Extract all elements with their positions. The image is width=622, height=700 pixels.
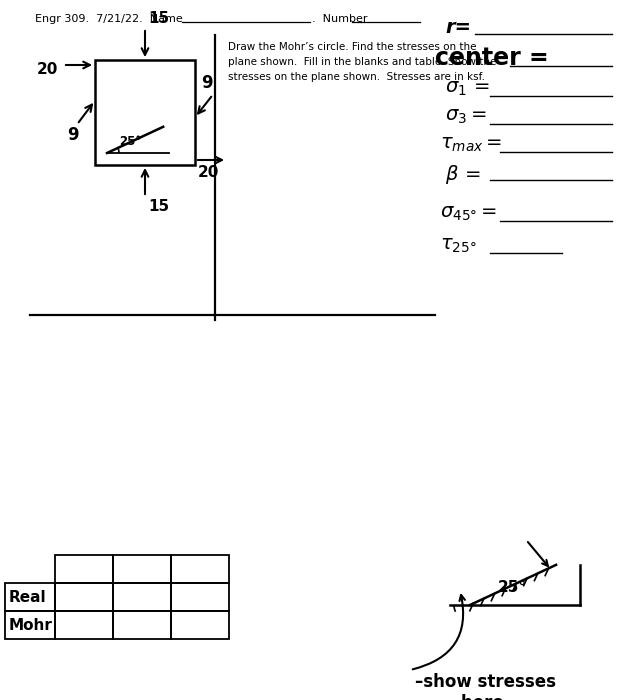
Text: Real: Real	[9, 589, 47, 605]
Text: $\mathit{\sigma}_3=$: $\mathit{\sigma}_3=$	[445, 107, 487, 126]
Text: 20: 20	[198, 165, 220, 180]
Text: –show stresses
        here: –show stresses here	[415, 673, 556, 700]
Text: 25°: 25°	[498, 580, 527, 595]
Text: center =: center =	[435, 46, 549, 70]
Text: Draw the Mohr’s circle. Find the stresses on the
plane shown.  Fill in the blank: Draw the Mohr’s circle. Find the stresse…	[228, 42, 496, 82]
Text: $\mathit{\sigma}_1\,=$: $\mathit{\sigma}_1\,=$	[445, 79, 490, 98]
Text: $\mathit{\tau}_{max}=$: $\mathit{\tau}_{max}=$	[440, 135, 502, 154]
Text: 15: 15	[148, 199, 169, 214]
Text: 9: 9	[201, 74, 213, 92]
Text: 25°: 25°	[119, 135, 141, 148]
Text: $\beta\,=$: $\beta\,=$	[445, 163, 481, 186]
Text: 20: 20	[37, 62, 58, 77]
Text: .  Number: . Number	[312, 14, 368, 24]
Text: 15: 15	[148, 11, 169, 26]
Text: 9: 9	[67, 127, 78, 144]
Text: $\mathit{\tau}_{25°}$: $\mathit{\tau}_{25°}$	[440, 236, 476, 255]
Text: Engr 309.  7/21/22.  Name: Engr 309. 7/21/22. Name	[35, 14, 183, 24]
Text: r=: r=	[445, 18, 471, 37]
Text: Mohr: Mohr	[9, 617, 53, 633]
Text: $\mathit{\sigma}_{45°}=$: $\mathit{\sigma}_{45°}=$	[440, 204, 497, 223]
